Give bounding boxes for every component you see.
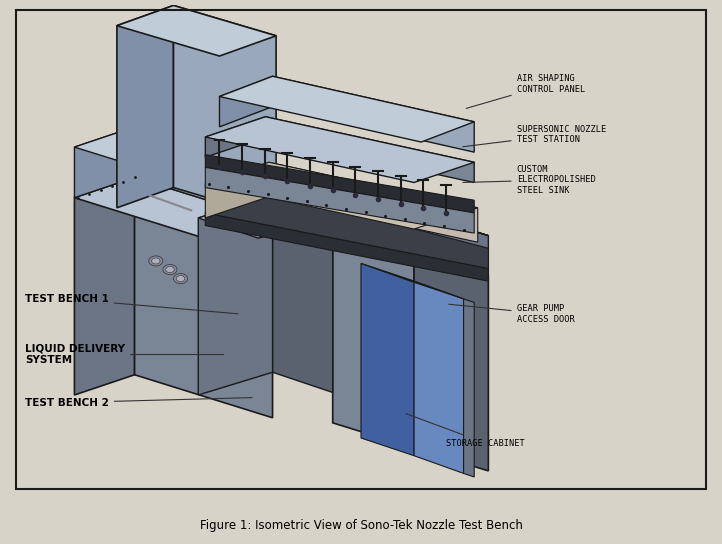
- Polygon shape: [205, 213, 488, 281]
- Polygon shape: [117, 5, 173, 208]
- Polygon shape: [117, 5, 276, 56]
- Polygon shape: [74, 127, 134, 197]
- Text: TEST BENCH 1: TEST BENCH 1: [25, 294, 238, 314]
- Polygon shape: [199, 195, 333, 238]
- Text: SUPERSONIC NOZZLE
TEST STATION: SUPERSONIC NOZZLE TEST STATION: [463, 125, 606, 147]
- Circle shape: [166, 267, 174, 273]
- Polygon shape: [74, 127, 273, 190]
- Polygon shape: [134, 127, 273, 220]
- Text: TEST BENCH 2: TEST BENCH 2: [25, 398, 252, 407]
- Polygon shape: [205, 117, 266, 157]
- Circle shape: [149, 256, 163, 266]
- Polygon shape: [205, 168, 474, 233]
- Polygon shape: [219, 76, 474, 142]
- Text: Figure 1: Isometric View of Sono-Tek Nozzle Test Bench: Figure 1: Isometric View of Sono-Tek Noz…: [199, 519, 523, 532]
- Circle shape: [176, 276, 185, 282]
- Polygon shape: [219, 76, 273, 127]
- Polygon shape: [333, 188, 488, 236]
- Polygon shape: [414, 281, 464, 473]
- Polygon shape: [74, 177, 273, 240]
- Circle shape: [152, 258, 160, 264]
- Text: AIR SHAPING
CONTROL PANEL: AIR SHAPING CONTROL PANEL: [466, 74, 585, 108]
- Polygon shape: [273, 195, 333, 392]
- Polygon shape: [269, 162, 478, 242]
- Polygon shape: [464, 299, 474, 477]
- Text: LIQUID DELIVERY
SYSTEM: LIQUID DELIVERY SYSTEM: [25, 344, 224, 366]
- Polygon shape: [205, 191, 488, 269]
- Polygon shape: [205, 117, 474, 183]
- Polygon shape: [205, 162, 269, 218]
- Circle shape: [163, 264, 177, 275]
- Circle shape: [173, 274, 188, 284]
- Text: STORAGE CABINET: STORAGE CABINET: [406, 413, 525, 448]
- Polygon shape: [134, 177, 273, 418]
- Polygon shape: [273, 76, 474, 152]
- Polygon shape: [333, 228, 488, 276]
- Polygon shape: [361, 263, 464, 299]
- Polygon shape: [361, 263, 414, 456]
- Polygon shape: [205, 154, 474, 213]
- Polygon shape: [414, 213, 488, 276]
- Polygon shape: [414, 254, 488, 471]
- Polygon shape: [333, 228, 414, 448]
- Polygon shape: [74, 177, 134, 395]
- Polygon shape: [205, 162, 478, 229]
- Polygon shape: [333, 188, 414, 254]
- Polygon shape: [199, 195, 273, 395]
- Polygon shape: [266, 117, 474, 183]
- Text: CUSTOM
ELECTROPOLISHED
STEEL SINK: CUSTOM ELECTROPOLISHED STEEL SINK: [463, 165, 596, 195]
- Text: GEAR PUMP
ACCESS DOOR: GEAR PUMP ACCESS DOOR: [448, 304, 575, 324]
- Polygon shape: [173, 5, 276, 218]
